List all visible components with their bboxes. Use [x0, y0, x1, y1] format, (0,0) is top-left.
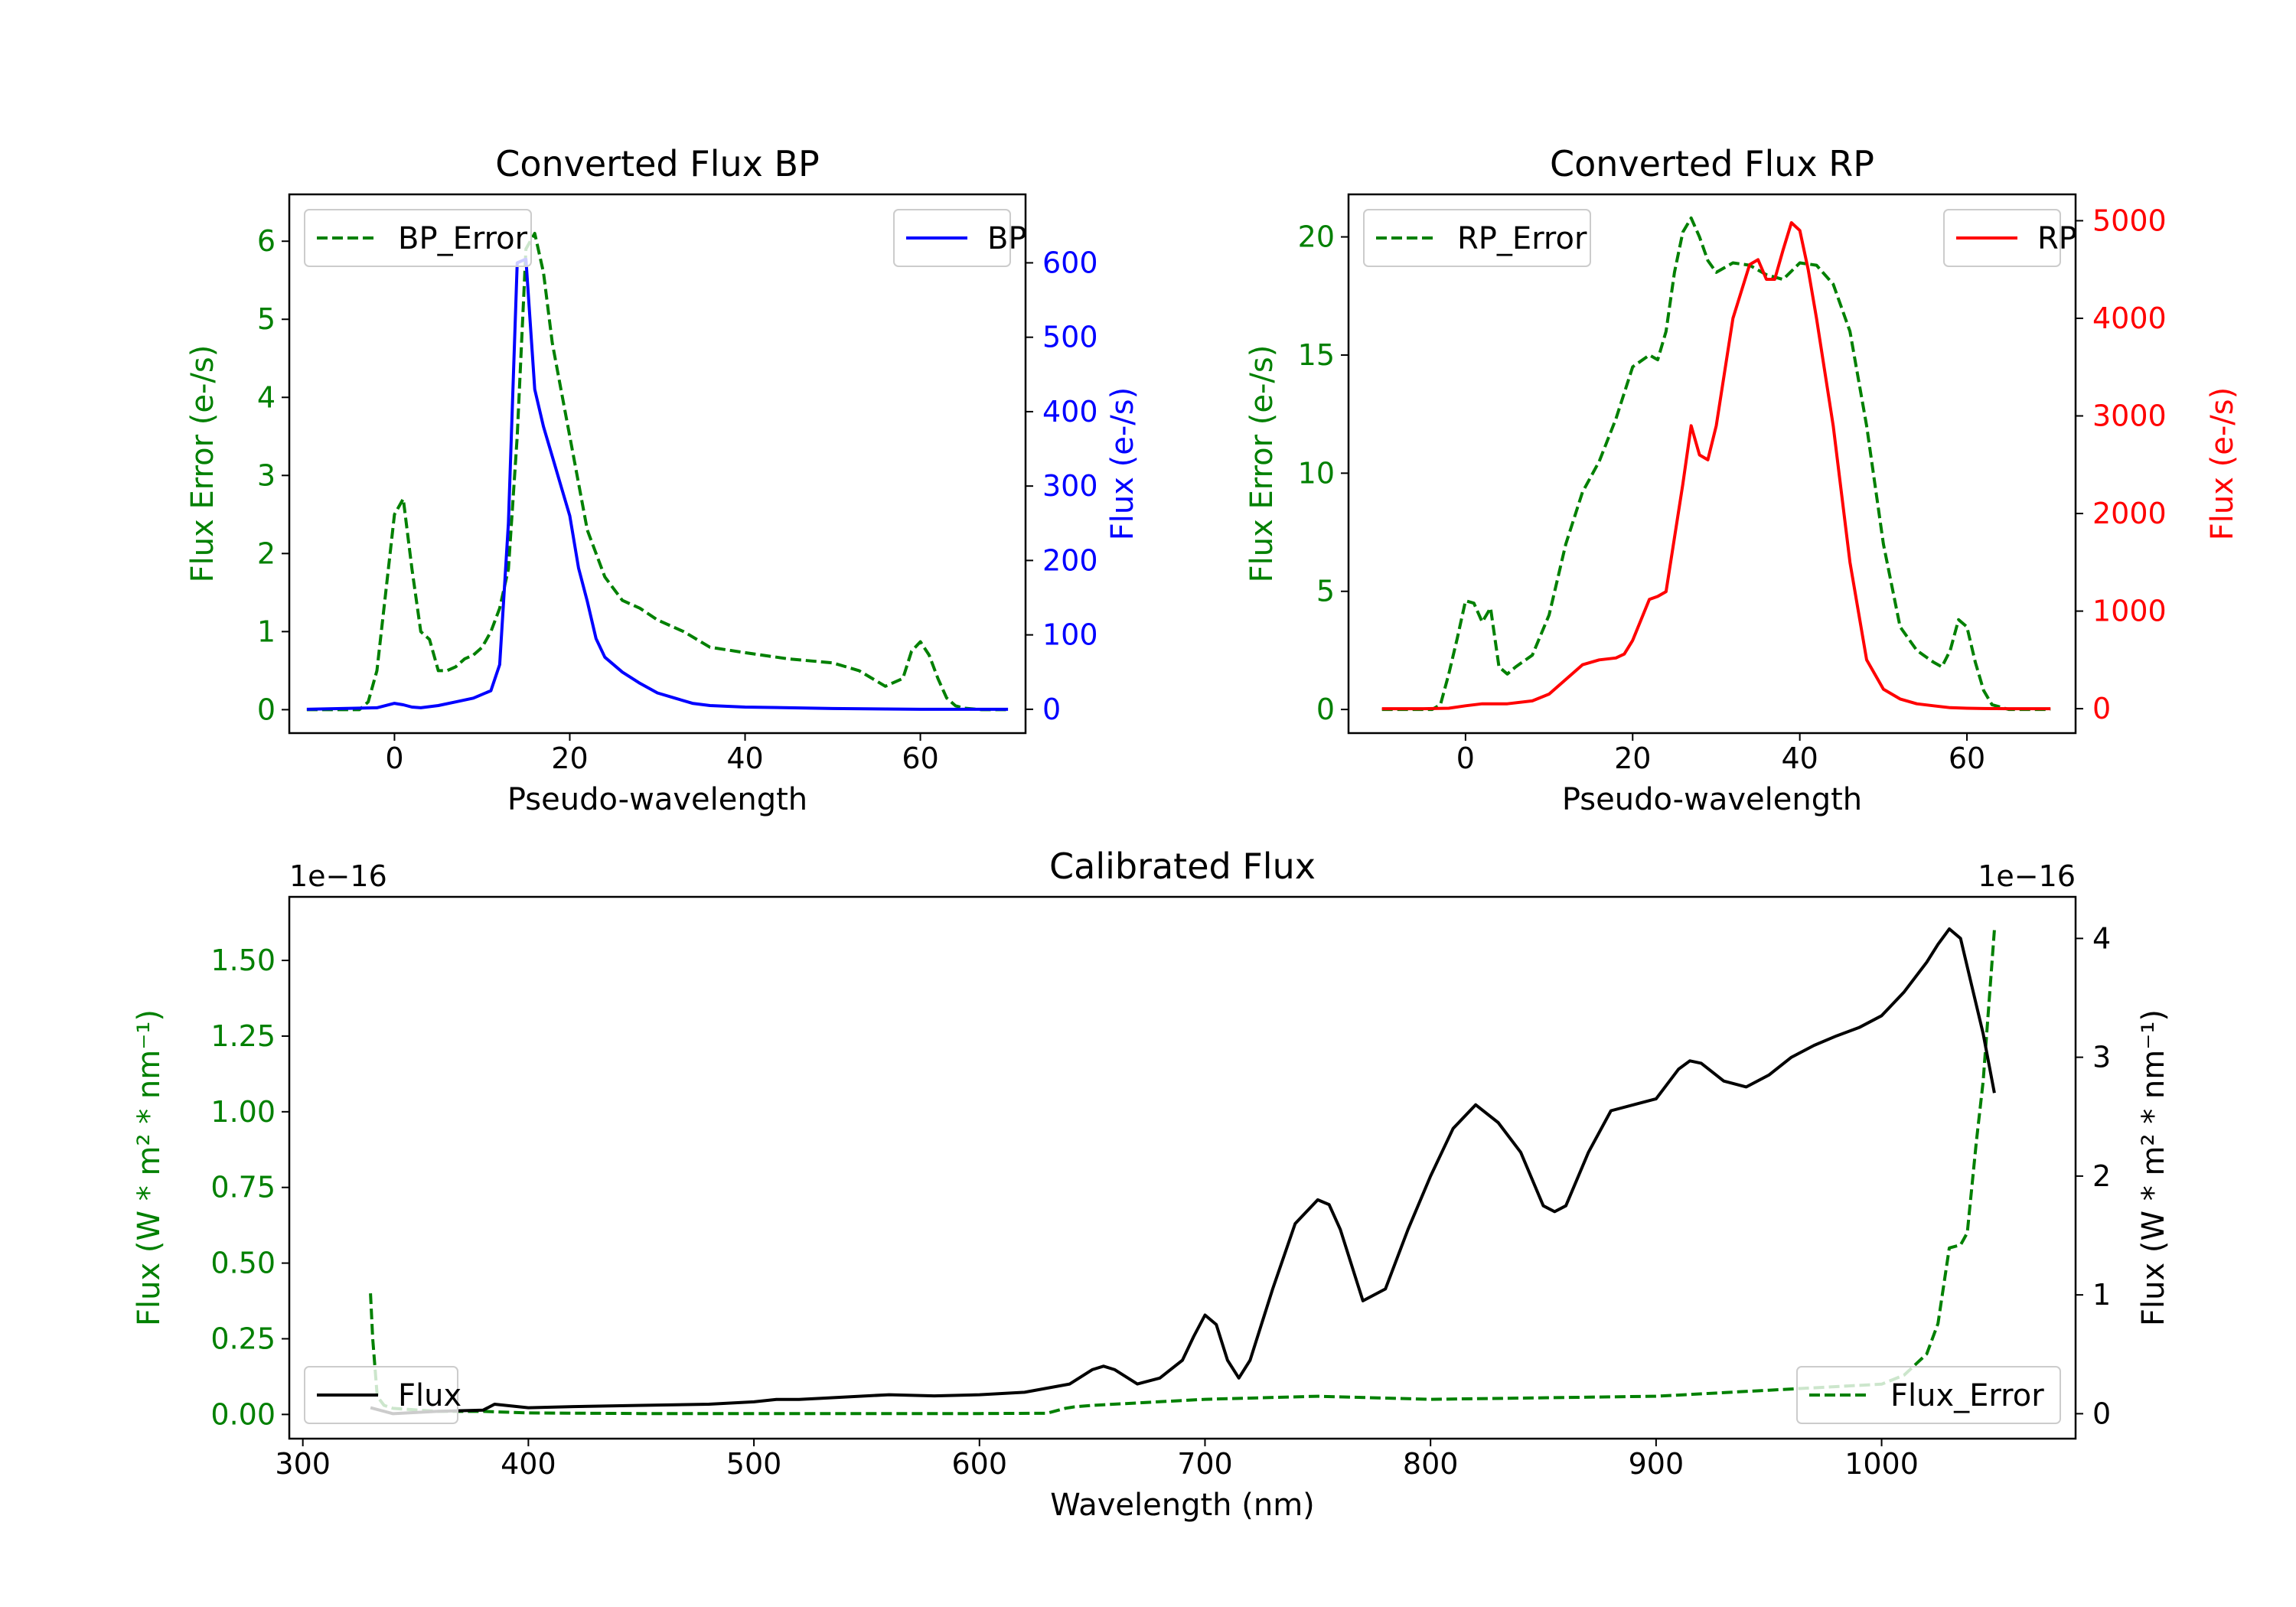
series-line-rp-error — [1381, 216, 2051, 712]
y-right-axis-label: Flux (W * m² * nm⁻¹) — [2136, 1009, 2171, 1326]
chart-title: Converted Flux RP — [1550, 143, 1874, 184]
y-left-tick-label: 0.25 — [210, 1322, 276, 1355]
legend-label: Flux_Error — [1890, 1378, 2044, 1413]
y-left-tick-label: 2 — [257, 536, 276, 570]
y-left-tick-label: 10 — [1298, 456, 1335, 490]
x-tick-label: 400 — [501, 1447, 556, 1481]
y-left-tick-label: 15 — [1298, 338, 1335, 372]
x-tick-label: 40 — [726, 742, 763, 775]
legend-box — [1796, 1366, 2061, 1424]
y-left-tick-label: 20 — [1298, 220, 1335, 254]
x-tick-label: 700 — [1177, 1447, 1233, 1481]
legend-box — [304, 1366, 458, 1424]
legend-label: BP — [987, 221, 1027, 256]
x-tick-label: 900 — [1629, 1447, 1684, 1481]
y-right-tick-label: 3000 — [2092, 399, 2167, 433]
y-right-tick-label: 500 — [1042, 321, 1098, 354]
y-left-axis-label: Flux (W * m² * nm⁻¹) — [132, 1009, 167, 1326]
x-tick-label: 0 — [385, 742, 403, 775]
y-left-tick-label: 0 — [257, 693, 276, 726]
y-left-tick-label: 1.50 — [210, 944, 276, 977]
offset-label-left: 1e−16 — [289, 859, 387, 893]
chart-3: 300 400 500 600 700 800 900 1000 0.00 0.25 0.50 0.7… — [132, 846, 2171, 1523]
legend-label: BP_Error — [398, 221, 528, 256]
legend-bp: BP — [893, 209, 1027, 267]
series-line-flux-error — [369, 930, 1996, 1416]
y-left-tick-label: 3 — [257, 458, 276, 492]
chart-title: Converted Flux BP — [495, 143, 820, 184]
y-right-tick-label: 2000 — [2092, 497, 2167, 530]
y-left-tick-label: 6 — [257, 224, 276, 258]
x-tick-label: 40 — [1781, 742, 1818, 775]
x-axis-label: Pseudo-wavelength — [507, 782, 807, 817]
x-tick-label: 60 — [1949, 742, 1985, 775]
x-tick-label: 300 — [275, 1447, 331, 1481]
x-tick-label: 500 — [726, 1447, 782, 1481]
y-left-axis-label: Flux Error (e-/s) — [185, 345, 220, 583]
y-right-tick-label: 3 — [2092, 1041, 2111, 1074]
legend-flux-error: Flux_Error — [1796, 1366, 2061, 1424]
legend-rp: RP — [1943, 209, 2077, 267]
y-right-tick-label: 100 — [1042, 618, 1098, 652]
series-line-bp — [306, 257, 1009, 711]
y-right-tick-label: 0 — [1042, 693, 1061, 726]
x-axis-label: Pseudo-wavelength — [1562, 782, 1862, 817]
y-right-tick-label: 1000 — [2092, 595, 2167, 628]
y-right-tick-label: 2 — [2092, 1159, 2111, 1193]
y-left-tick-label: 0 — [1316, 693, 1335, 726]
x-tick-label: 20 — [1614, 742, 1651, 775]
x-tick-label: 60 — [902, 742, 938, 775]
y-right-tick-label: 300 — [1042, 469, 1098, 503]
legend-rp-error: RP_Error — [1363, 209, 1591, 267]
x-tick-label: 0 — [1456, 742, 1475, 775]
legend-box — [304, 209, 532, 267]
y-left-tick-label: 1.25 — [210, 1019, 276, 1053]
legend-label: RP — [2037, 221, 2077, 256]
y-left-tick-label: 5 — [257, 302, 276, 336]
y-right-tick-label: 5000 — [2092, 204, 2167, 237]
axes-frame — [1347, 193, 2077, 735]
y-left-tick-label: 1.00 — [210, 1095, 276, 1129]
y-left-tick-label: 5 — [1316, 575, 1335, 608]
y-left-tick-label: 1 — [257, 614, 276, 648]
series-line-bp-error — [306, 232, 1009, 712]
y-left-axis-label: Flux Error (e-/s) — [1244, 345, 1280, 583]
series-line-rp — [1381, 221, 2051, 711]
legend-label: Flux — [398, 1378, 461, 1413]
y-right-tick-label: 600 — [1042, 246, 1098, 279]
offset-label-right: 1e−16 — [1978, 859, 2076, 893]
y-right-tick-label: 400 — [1042, 395, 1098, 429]
x-tick-label: 600 — [952, 1447, 1008, 1481]
x-axis-label: Wavelength (nm) — [1050, 1488, 1315, 1523]
x-tick-label: 800 — [1403, 1447, 1459, 1481]
axes-frame — [288, 193, 1027, 735]
legend-bp-error: BP_Error — [304, 209, 532, 267]
y-right-tick-label: 1 — [2092, 1278, 2111, 1312]
legend-flux: Flux — [304, 1366, 461, 1424]
x-tick-label: 20 — [551, 742, 588, 775]
chart-1: 0 20 40 6001234560100200300400500600Convert… — [185, 143, 1140, 817]
x-tick-label: 1000 — [1844, 1447, 1919, 1481]
series-line-flux — [370, 927, 1996, 1416]
y-left-tick-label: 4 — [257, 380, 276, 414]
y-right-tick-label: 200 — [1042, 543, 1098, 577]
legend-label: RP_Error — [1457, 221, 1587, 256]
chart-2: 0 20 40 60 0 5 10 15 20 0 1000 2000 3000 4000 5000 Conv… — [1244, 143, 2240, 817]
axes-frame — [288, 895, 2077, 1440]
chart-title: Calibrated Flux — [1049, 846, 1316, 887]
y-right-tick-label: 4000 — [2092, 302, 2167, 335]
y-left-tick-label: 0.00 — [210, 1397, 276, 1431]
y-left-tick-label: 0.50 — [210, 1247, 276, 1280]
y-right-tick-label: 0 — [2092, 692, 2111, 725]
y-right-tick-label: 0 — [2092, 1397, 2111, 1430]
legend-box — [1363, 209, 1591, 267]
y-right-axis-label: Flux (e-/s) — [1105, 387, 1140, 540]
y-left-tick-label: 0.75 — [210, 1171, 276, 1204]
y-right-tick-label: 4 — [2092, 921, 2111, 955]
y-right-axis-label: Flux (e-/s) — [2205, 387, 2240, 540]
